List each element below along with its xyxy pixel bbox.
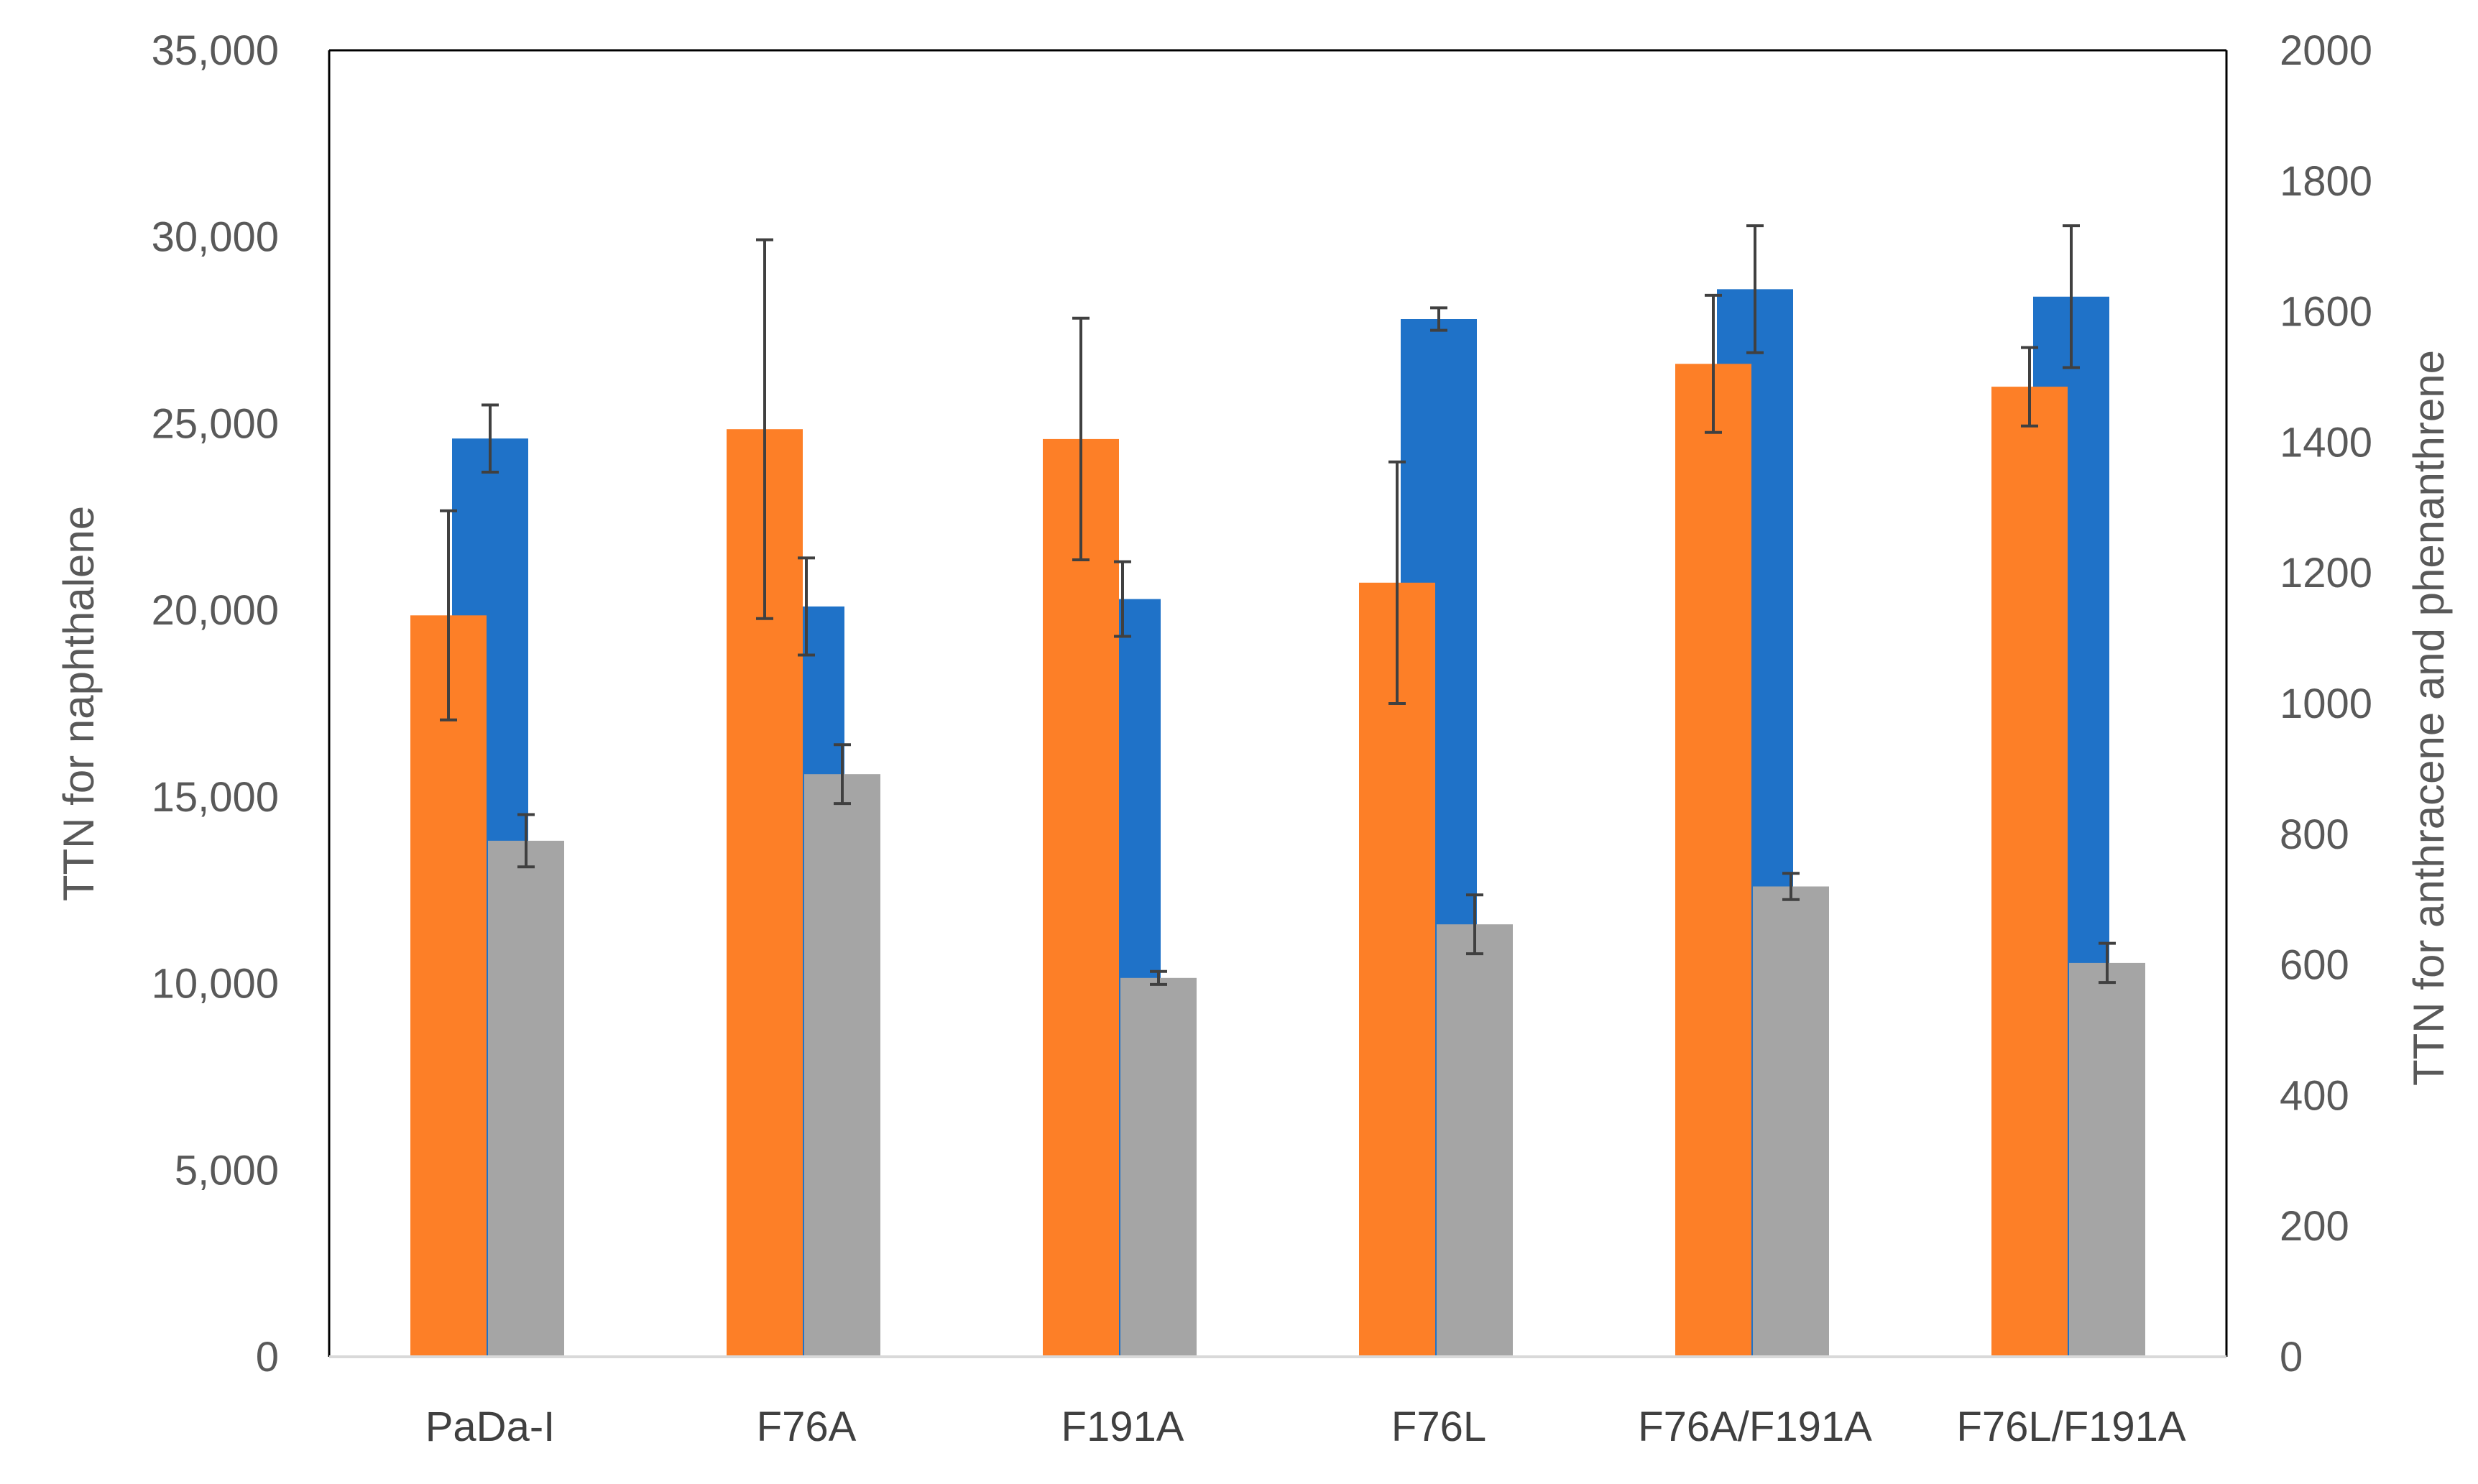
bar-series-3-f76a-f191a	[1753, 886, 1829, 1357]
x-tick-label: F191A	[1061, 1404, 1184, 1450]
bar-series-2-pada-i	[410, 615, 487, 1357]
bar-series-3-f76a	[804, 774, 880, 1357]
x-tick-label: PaDa-I	[425, 1404, 556, 1450]
y-right-tick-label: 800	[2280, 811, 2349, 858]
bar-series-2-f76l	[1359, 582, 1435, 1357]
error-bar-series-3-f76a-f191a	[1782, 872, 1800, 901]
y-left-tick-label: 5,000	[175, 1147, 279, 1194]
error-bar-series-3-f76l-f191a	[2099, 941, 2116, 985]
error-bar-series-2-f76a	[756, 238, 773, 620]
error-bar-series-3-f191a	[1150, 969, 1167, 986]
error-bar-series-1-f76a	[798, 556, 815, 657]
y-left-tick-label: 20,000	[152, 587, 279, 634]
error-bar-series-1-f76l	[1430, 306, 1447, 332]
error-bar-series-1-f76a-f191a	[1746, 224, 1764, 354]
error-bar-series-1-f76l-f191a	[2063, 224, 2080, 369]
y-left-tick-label: 30,000	[152, 214, 279, 261]
y-left-axis-title: TTN for naphthalene	[55, 506, 103, 901]
bar-series-2-f191a	[1043, 438, 1119, 1357]
y-right-tick-label: 200	[2280, 1203, 2349, 1250]
error-bar-series-3-pada-i	[517, 813, 535, 869]
error-bar-series-2-f76l-f191a	[2021, 346, 2038, 428]
y-right-tick-label: 0	[2280, 1334, 2303, 1381]
bar-series-2-f76a-f191a	[1675, 364, 1751, 1357]
error-bar-series-1-pada-i	[482, 403, 499, 474]
x-tick-label: F76A/F191A	[1638, 1404, 1872, 1450]
y-right-axis-title: TTN for anthracene and phenanthrene	[2405, 350, 2453, 1086]
bar-series-3-f76l-f191a	[2069, 962, 2145, 1357]
error-bar-series-2-pada-i	[440, 509, 457, 722]
bar-series-2-f76l-f191a	[1991, 387, 2068, 1357]
error-bar-series-2-f191a	[1072, 316, 1090, 561]
y-left-tick-label: 10,000	[152, 961, 279, 1008]
y-right-tick-label: 1800	[2280, 158, 2372, 205]
x-tick-label: F76A	[757, 1404, 857, 1450]
y-left-tick-label: 0	[256, 1334, 279, 1381]
y-right-tick-label: 600	[2280, 942, 2349, 989]
y-right-tick-label: 1600	[2280, 289, 2372, 336]
y-right-tick-label: 1000	[2280, 681, 2372, 727]
y-left-tick-label: 35,000	[152, 27, 279, 74]
error-bar-series-3-f76l	[1466, 893, 1483, 956]
y-left-tick-label: 25,000	[152, 400, 279, 447]
error-bar-series-2-f76a-f191a	[1705, 293, 1722, 434]
x-tick-label: F76L/F191A	[1956, 1404, 2186, 1450]
y-right-tick-label: 1400	[2280, 419, 2372, 466]
bar-series-3-f76l	[1437, 924, 1513, 1357]
error-bar-series-3-f76a	[834, 743, 851, 806]
y-right-tick-label: 1200	[2280, 550, 2372, 596]
error-bar-series-1-f191a	[1114, 560, 1131, 638]
x-tick-label: F76L	[1391, 1404, 1486, 1450]
bar-series-3-pada-i	[488, 840, 564, 1357]
y-left-tick-label: 15,000	[152, 774, 279, 821]
y-right-tick-label: 2000	[2280, 27, 2372, 74]
bar-series-3-f191a	[1120, 977, 1197, 1357]
error-bar-series-2-f76l	[1388, 460, 1406, 705]
y-right-tick-label: 400	[2280, 1072, 2349, 1119]
